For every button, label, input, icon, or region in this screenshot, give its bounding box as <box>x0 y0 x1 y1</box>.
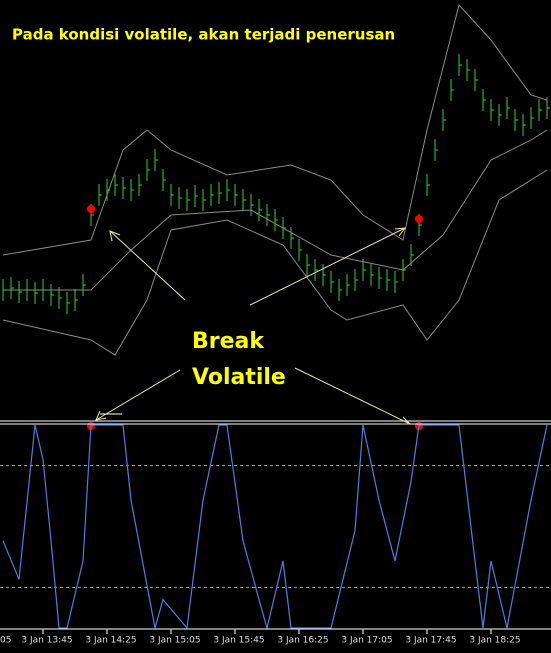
x-tick-label: 3 Jan 18:25 <box>469 636 520 646</box>
price-bar <box>242 189 246 211</box>
x-tick-label: 3 Jan 14:25 <box>85 636 136 646</box>
price-bar <box>226 179 230 201</box>
arrow-head <box>95 410 107 421</box>
price-bar <box>434 139 438 161</box>
x-tick-label: 3 Jan 16:25 <box>277 636 328 646</box>
price-bar <box>458 54 462 76</box>
price-bar <box>514 109 518 131</box>
price-bar <box>186 189 190 211</box>
x-tick-label: 3 Jan 15:05 <box>149 636 200 646</box>
price-bar <box>274 209 278 231</box>
price-bar <box>474 69 478 91</box>
price-bar <box>82 274 86 296</box>
price-bar <box>234 184 238 206</box>
price-bar <box>498 104 502 126</box>
oscillator-line <box>2 424 548 631</box>
price-bar <box>290 227 294 249</box>
price-bar <box>122 177 126 199</box>
price-bar <box>322 264 326 286</box>
price-bar <box>538 99 542 121</box>
price-bar <box>370 264 374 286</box>
price-bar <box>194 185 198 207</box>
price-bar <box>506 97 510 119</box>
price-bar <box>354 269 358 291</box>
price-bar <box>482 89 486 111</box>
price-bar <box>106 179 110 201</box>
price-bar <box>10 277 14 299</box>
price-bar <box>522 114 526 136</box>
arrows <box>95 227 412 425</box>
price-bar <box>162 169 166 191</box>
price-bar <box>266 204 270 226</box>
price-bar <box>298 239 302 261</box>
price-bar <box>74 289 78 311</box>
price-bar <box>410 244 414 266</box>
price-bar <box>442 109 446 131</box>
band-line <box>3 129 548 291</box>
annotation: Break <box>192 329 265 354</box>
price-bar <box>258 199 262 221</box>
price-bar <box>18 281 22 303</box>
band-line <box>2 3 548 256</box>
price-bar <box>530 107 534 129</box>
price-bar <box>218 182 222 204</box>
price-bar <box>330 271 334 293</box>
price-bar <box>386 269 390 291</box>
price-bar <box>202 189 206 211</box>
signal-dot <box>415 215 423 223</box>
x-tick-label: 3 Jan 17:45 <box>405 636 456 646</box>
price-bar <box>250 194 254 216</box>
price-bar <box>394 271 398 293</box>
price-bar <box>42 279 46 301</box>
x-tick-label: 3 Jan 15:45 <box>213 636 264 646</box>
oscillator-panel <box>0 424 551 631</box>
price-bar <box>178 187 182 209</box>
price-bar <box>546 97 550 119</box>
arrow <box>109 230 186 301</box>
price-bar <box>2 279 6 301</box>
x-tick-label: 3 Jan 17:05 <box>341 636 392 646</box>
arrow <box>249 227 406 306</box>
x-tick-label: 3 Jan 13:45 <box>21 636 72 646</box>
price-bar <box>450 79 454 101</box>
price-bar <box>66 292 70 314</box>
price-bar <box>466 59 470 81</box>
price-bar <box>362 259 366 281</box>
price-bar <box>98 184 102 206</box>
time-axis-labels: 05 3 Jan 13:45 3 Jan 14:25 3 Jan 15:05 3 Jan… <box>0 629 521 646</box>
price-bar <box>338 279 342 301</box>
price-bar <box>426 174 430 196</box>
signal-dot <box>87 205 95 213</box>
annotation: Volatile <box>192 365 286 390</box>
arrow <box>95 369 181 421</box>
x-tick-label: 05 <box>0 636 11 646</box>
price-bar <box>26 279 30 301</box>
price-bar <box>210 184 214 206</box>
price-bar <box>306 254 310 276</box>
price-bar <box>50 284 54 306</box>
band-line <box>2 169 548 356</box>
arrow <box>294 367 411 425</box>
price-bar <box>58 287 62 309</box>
price-bar <box>402 259 406 281</box>
arrow-head <box>400 416 412 425</box>
price-bar <box>114 174 118 196</box>
arrow-head <box>394 227 407 237</box>
chart-title: Pada kondisi volatile, akan terjadi pene… <box>12 26 395 44</box>
price-bar <box>170 184 174 206</box>
price-bar <box>146 159 150 181</box>
price-bar <box>282 217 286 239</box>
arrow-head <box>109 230 121 242</box>
price-bar <box>34 282 38 304</box>
price-bar <box>490 99 494 121</box>
price-bar <box>378 267 382 289</box>
price-bar <box>138 174 142 196</box>
price-bar <box>314 259 318 281</box>
price-bar <box>154 149 158 171</box>
price-bar <box>130 179 134 201</box>
price-bar <box>346 274 350 296</box>
